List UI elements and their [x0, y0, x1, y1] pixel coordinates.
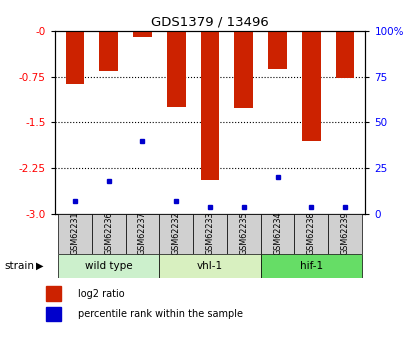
Text: GSM62233: GSM62233 — [205, 211, 215, 255]
Bar — [58, 214, 92, 254]
Bar — [159, 254, 261, 278]
Text: vhl-1: vhl-1 — [197, 261, 223, 271]
Text: GSM62235: GSM62235 — [239, 211, 248, 255]
Text: GSM62234: GSM62234 — [273, 211, 282, 255]
Bar — [46, 286, 61, 301]
Text: GSM62231: GSM62231 — [71, 211, 79, 255]
Bar — [294, 214, 328, 254]
Text: ▶: ▶ — [36, 261, 43, 271]
Bar — [126, 214, 159, 254]
Bar — [261, 214, 294, 254]
Bar — [336, 31, 354, 78]
Bar — [100, 31, 118, 71]
Text: GSM62239: GSM62239 — [341, 211, 349, 255]
Text: GSM62232: GSM62232 — [172, 211, 181, 255]
Text: GSM62237: GSM62237 — [138, 211, 147, 255]
Bar — [328, 214, 362, 254]
Bar — [201, 31, 219, 180]
Bar — [234, 31, 253, 108]
Bar — [268, 31, 287, 69]
Text: wild type: wild type — [85, 261, 132, 271]
Bar — [92, 214, 126, 254]
Bar — [261, 254, 362, 278]
Text: GSM62236: GSM62236 — [104, 211, 113, 255]
Bar — [133, 31, 152, 37]
Bar — [58, 254, 159, 278]
Bar — [302, 31, 320, 141]
Text: GDS1379 / 13496: GDS1379 / 13496 — [151, 16, 269, 29]
Bar — [167, 31, 186, 107]
Text: percentile rank within the sample: percentile rank within the sample — [78, 309, 243, 319]
Bar — [193, 214, 227, 254]
Bar — [159, 214, 193, 254]
Text: GSM62238: GSM62238 — [307, 211, 316, 255]
Bar — [66, 31, 84, 84]
Bar — [46, 307, 61, 321]
Bar — [227, 214, 261, 254]
Text: hif-1: hif-1 — [300, 261, 323, 271]
Text: strain: strain — [4, 261, 34, 271]
Text: log2 ratio: log2 ratio — [78, 288, 124, 298]
